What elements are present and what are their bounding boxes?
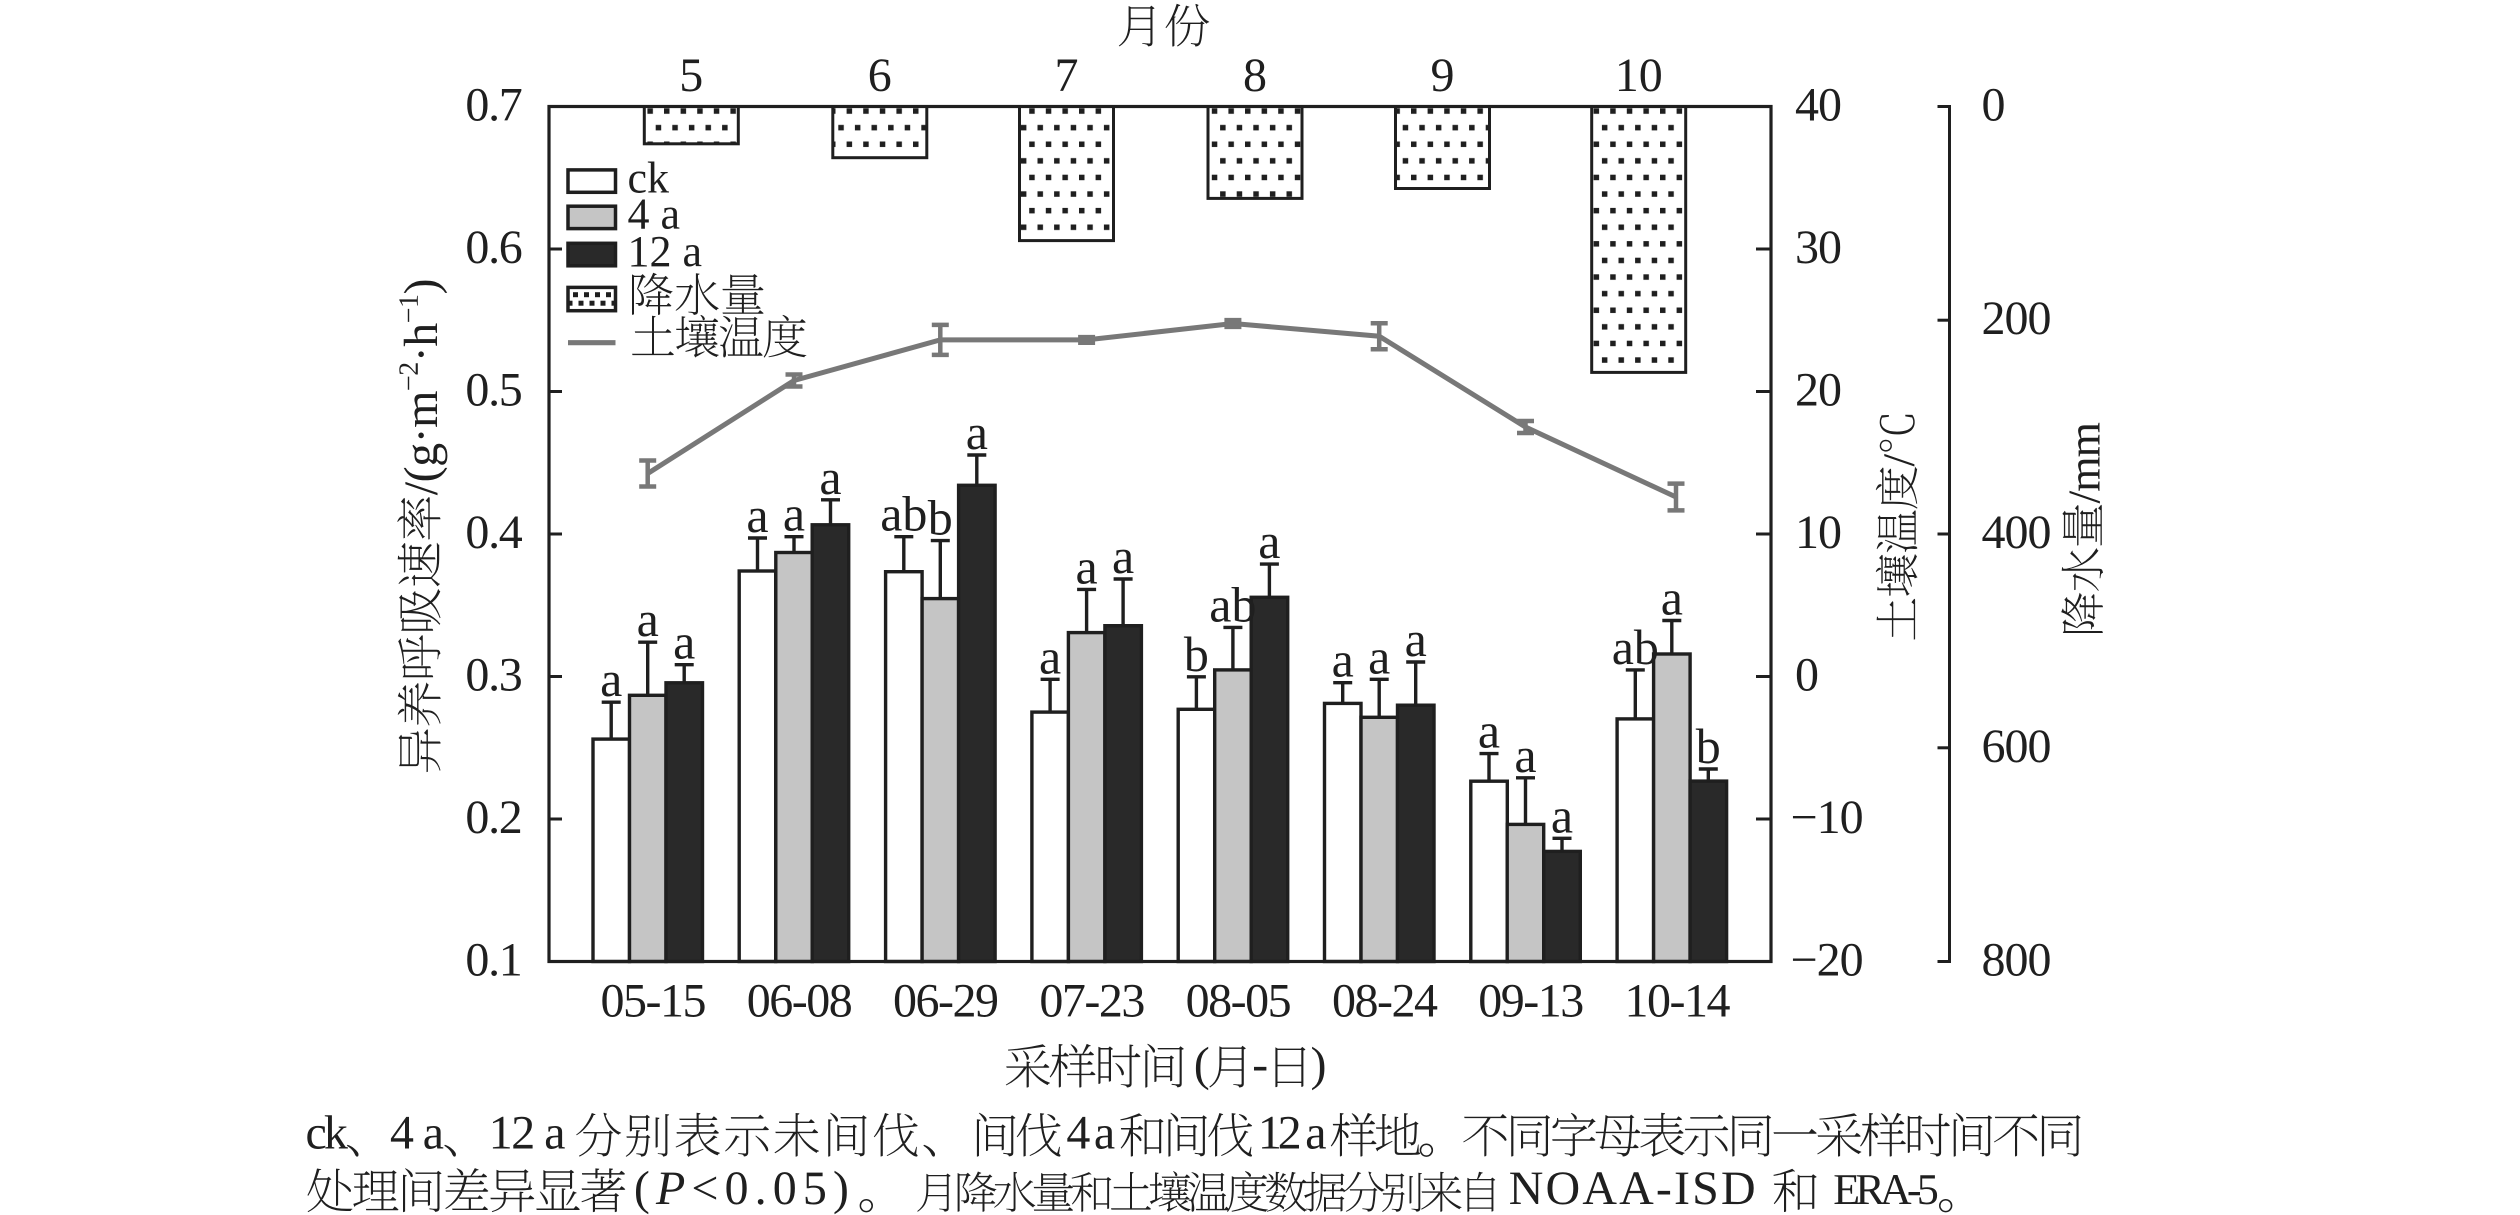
svg-text:7: 7	[1055, 49, 1079, 102]
svg-text:b: b	[1696, 718, 1721, 774]
svg-text:600: 600	[1982, 720, 2051, 773]
svg-text:07-23: 07-23	[1039, 975, 1144, 1028]
svg-text:0: 0	[1982, 79, 2005, 132]
svg-text:800: 800	[1982, 934, 2051, 987]
svg-text:ab: ab	[1612, 619, 1659, 675]
svg-text:a: a	[1112, 528, 1134, 584]
svg-text:0: 0	[1795, 649, 1818, 702]
svg-text:10: 10	[1795, 506, 1841, 559]
svg-text:0.7: 0.7	[465, 79, 521, 132]
svg-text:08-05: 08-05	[1186, 975, 1291, 1028]
svg-text:b: b	[1184, 626, 1209, 682]
svg-text:09-13: 09-13	[1478, 975, 1583, 1028]
svg-text:8: 8	[1243, 49, 1267, 102]
svg-text:0.5: 0.5	[465, 364, 521, 417]
svg-text:a: a	[1405, 611, 1427, 667]
svg-text:a: a	[783, 486, 805, 542]
svg-text:5: 5	[679, 49, 703, 102]
svg-text:ck: ck	[628, 153, 670, 202]
svg-text:12 a: 12 a	[628, 227, 703, 276]
svg-text:0.1: 0.1	[465, 934, 521, 987]
svg-text:06-08: 06-08	[747, 975, 852, 1028]
svg-text:−10: −10	[1791, 791, 1863, 844]
svg-text:10: 10	[1615, 49, 1663, 102]
svg-text:20: 20	[1795, 364, 1841, 417]
svg-text:6: 6	[868, 49, 892, 102]
svg-text:a: a	[746, 487, 768, 543]
svg-text:0.4: 0.4	[465, 506, 522, 559]
svg-text:a: a	[1514, 727, 1536, 783]
svg-text:a: a	[1258, 513, 1280, 569]
svg-text:a: a	[673, 614, 695, 670]
svg-text:a: a	[1368, 628, 1390, 684]
svg-text:a: a	[1075, 538, 1097, 594]
svg-text:9: 9	[1431, 49, 1455, 102]
svg-text:a: a	[1551, 787, 1573, 843]
svg-text:ab: ab	[1209, 576, 1256, 632]
svg-text:06-29: 06-29	[893, 975, 998, 1028]
svg-text:0.6: 0.6	[465, 221, 521, 274]
svg-text:a: a	[1661, 570, 1683, 626]
svg-text:30: 30	[1795, 221, 1841, 274]
svg-text:4 a: 4 a	[628, 190, 681, 239]
svg-text:0.3: 0.3	[465, 649, 521, 702]
svg-text:ab: ab	[880, 486, 927, 542]
svg-text:a: a	[966, 404, 988, 460]
svg-text:200: 200	[1982, 292, 2051, 345]
svg-text:a: a	[1478, 703, 1500, 759]
svg-text:a: a	[637, 591, 659, 647]
svg-text:a: a	[1332, 632, 1354, 688]
svg-text:a: a	[600, 651, 622, 707]
svg-text:05-15: 05-15	[600, 975, 705, 1028]
svg-text:08-24: 08-24	[1332, 975, 1438, 1028]
svg-text:−20: −20	[1791, 934, 1863, 987]
svg-text:40: 40	[1795, 79, 1841, 132]
svg-text:10-14: 10-14	[1625, 975, 1731, 1028]
svg-text:b: b	[928, 490, 953, 546]
svg-text:400: 400	[1982, 506, 2051, 559]
svg-text:a: a	[1039, 628, 1061, 684]
svg-text:a: a	[819, 449, 841, 505]
svg-text:0.2: 0.2	[465, 791, 521, 844]
